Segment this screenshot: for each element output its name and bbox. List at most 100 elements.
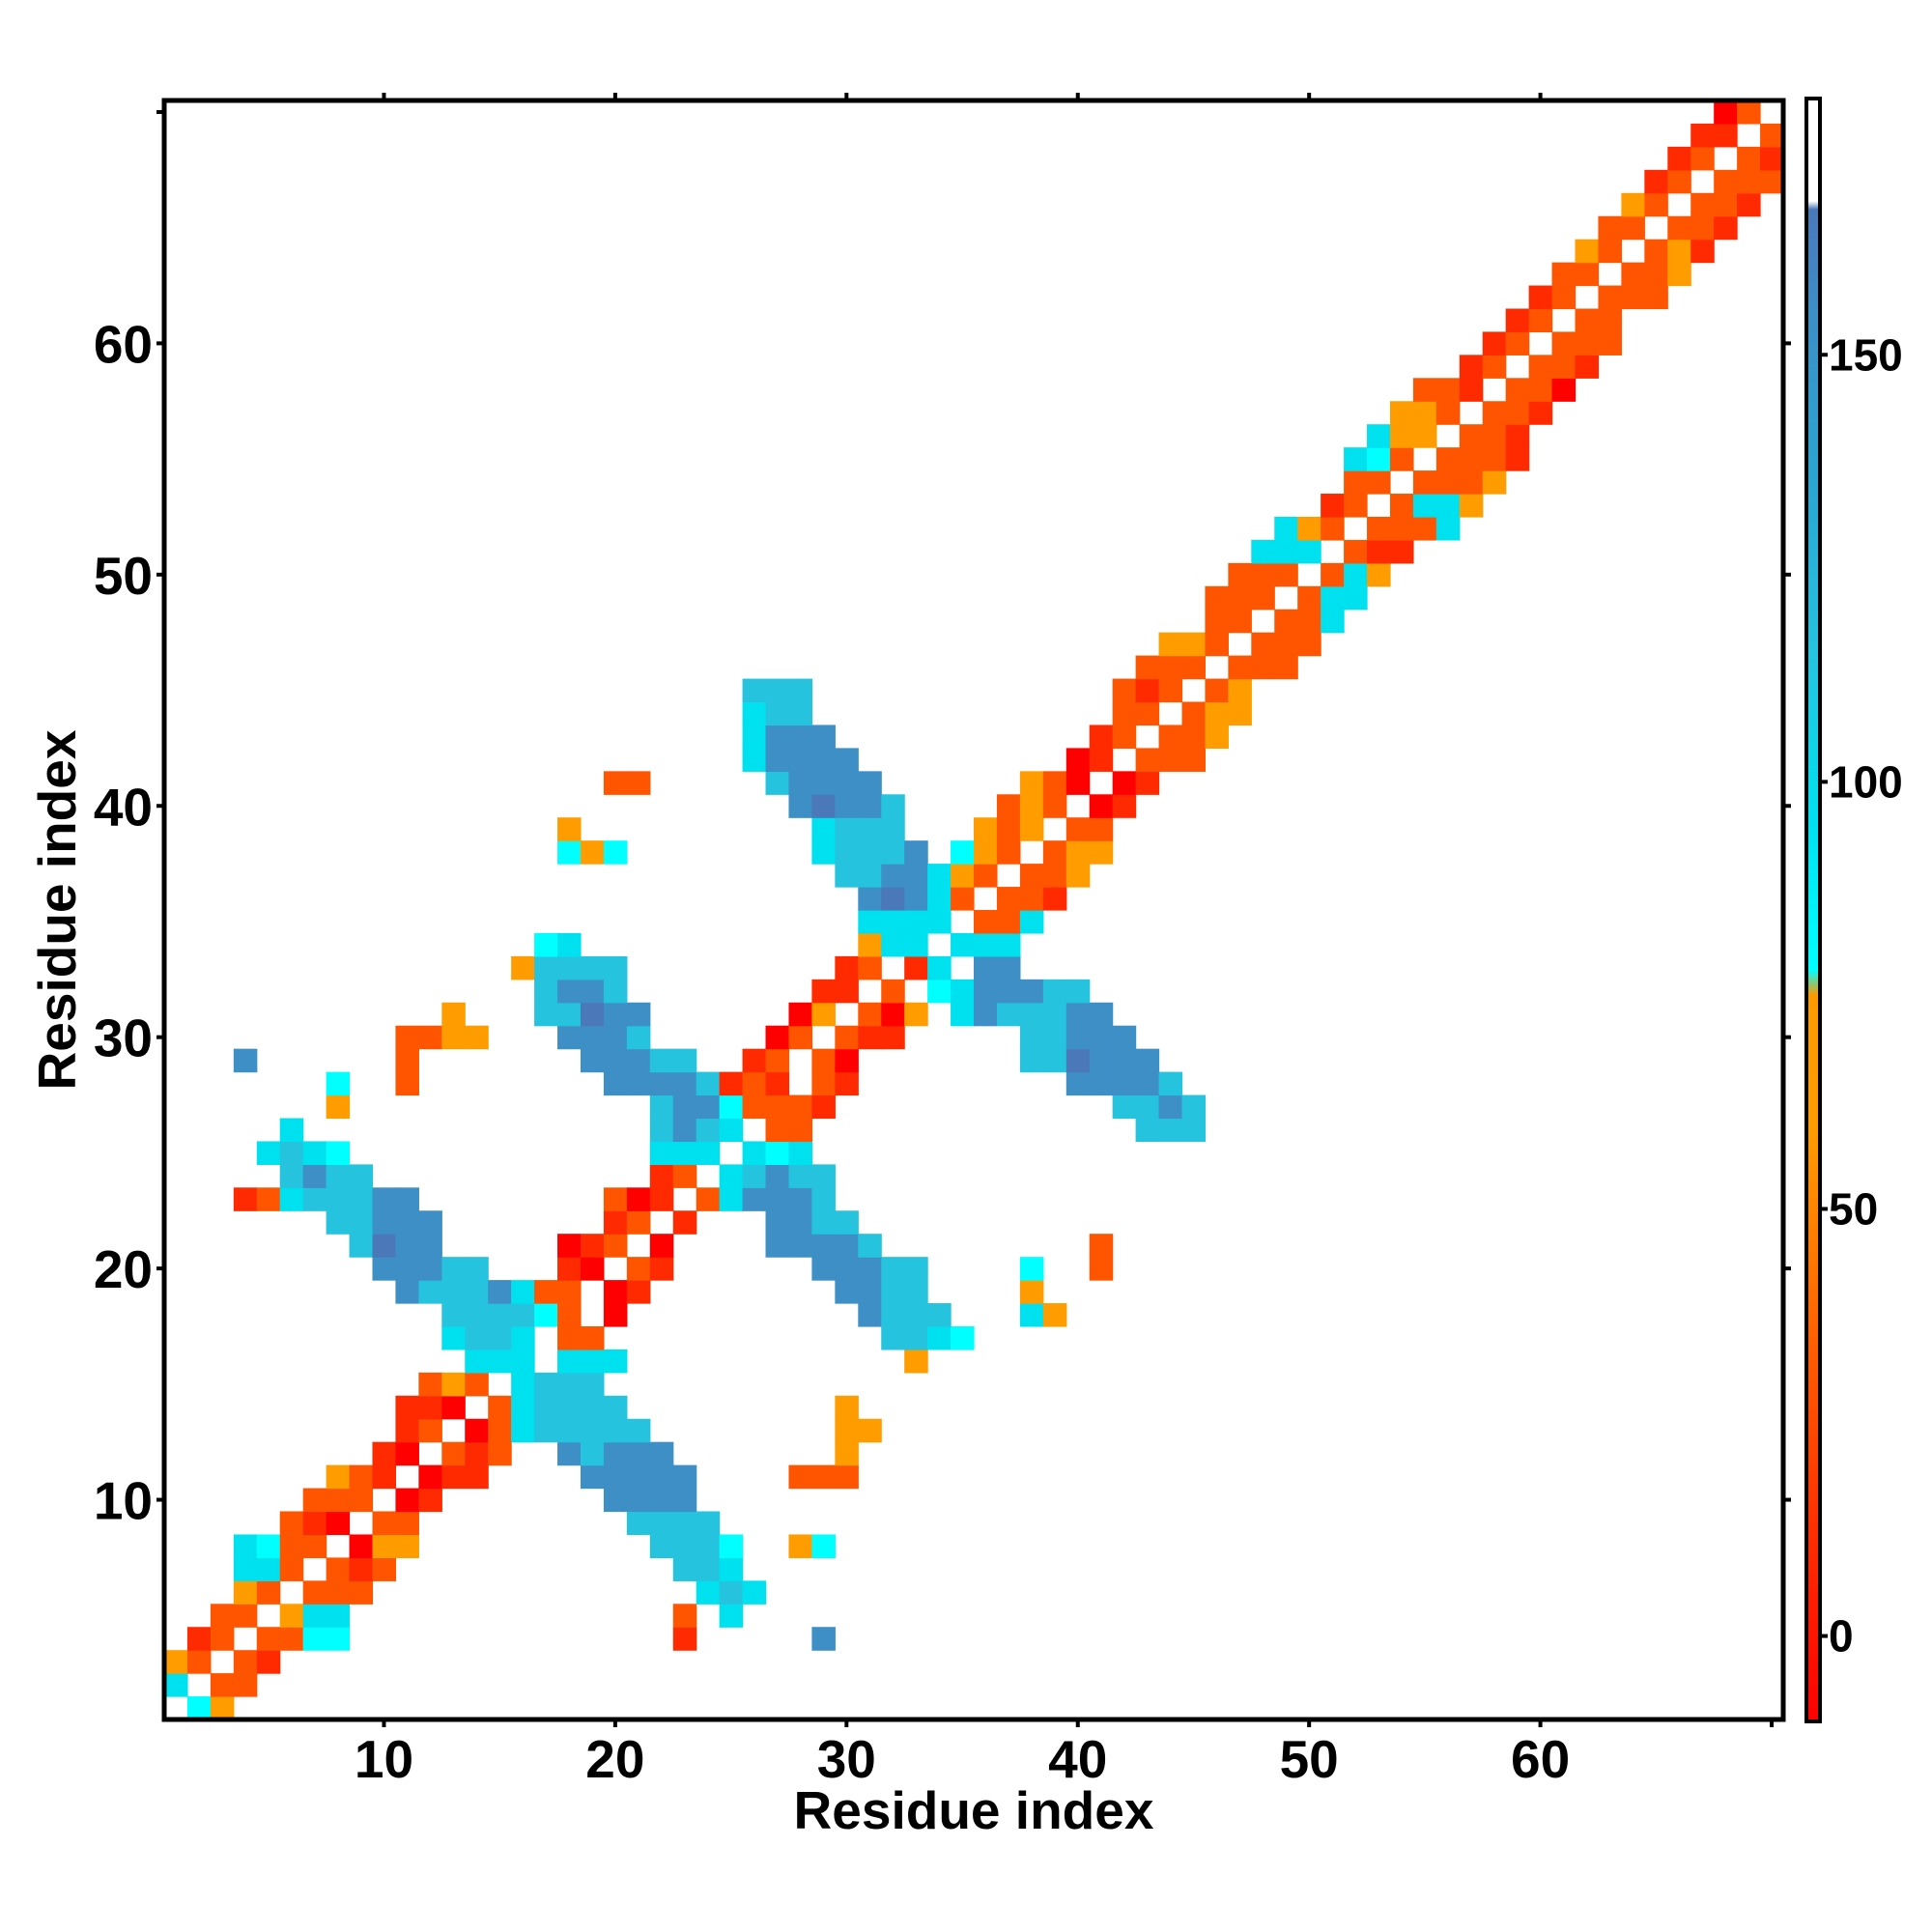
heatmap-cell — [1112, 678, 1137, 703]
heatmap-cell — [395, 1187, 419, 1211]
heatmap-cell — [1714, 215, 1738, 241]
heatmap-cell — [1344, 470, 1368, 495]
heatmap-cell — [465, 1349, 489, 1374]
heatmap-cell — [858, 1234, 882, 1258]
heatmap-cell — [1321, 562, 1345, 587]
heatmap-cell — [904, 1303, 928, 1327]
heatmap-cell — [511, 1395, 535, 1420]
x-tick-label: 50 — [1280, 1729, 1339, 1789]
heatmap-cell — [580, 1418, 605, 1443]
heatmap-cell — [302, 1580, 327, 1605]
heatmap-cell — [603, 771, 628, 795]
heatmap-cell — [395, 1441, 419, 1466]
heatmap-cell — [835, 1395, 859, 1420]
heatmap-cell — [1205, 724, 1229, 749]
heatmap-cell — [233, 1673, 258, 1697]
heatmap-cell — [395, 1280, 419, 1304]
heatmap-cell — [1065, 840, 1091, 865]
heatmap-cell — [811, 1534, 836, 1558]
heatmap-cell — [372, 1534, 397, 1558]
heatmap-cell — [326, 1604, 351, 1628]
heatmap-cell — [626, 1187, 651, 1211]
heatmap-cell — [326, 1557, 351, 1581]
heatmap-cell — [904, 887, 928, 911]
heatmap-cell — [1158, 1071, 1183, 1096]
heatmap-cell — [626, 1002, 651, 1027]
heatmap-cell — [626, 1210, 651, 1235]
heatmap-cell — [279, 1187, 304, 1211]
heatmap-cell — [649, 1187, 674, 1211]
heatmap-cell — [1042, 864, 1067, 888]
heatmap-cell — [881, 932, 905, 957]
heatmap-cell — [696, 1511, 721, 1536]
heatmap-cell — [1389, 447, 1414, 471]
heatmap-cell — [465, 1025, 489, 1050]
heatmap-cell — [788, 1118, 812, 1143]
heatmap-cell — [1042, 840, 1067, 865]
heatmap-cell — [1528, 355, 1553, 379]
heatmap-cell — [1181, 1094, 1207, 1120]
heatmap-cell — [672, 1048, 697, 1073]
heatmap-cell — [626, 1280, 651, 1304]
heatmap-cell — [1690, 239, 1715, 264]
heatmap-cell — [881, 1025, 905, 1050]
heatmap-cell — [1112, 771, 1137, 795]
heatmap-cell — [580, 979, 605, 1004]
heatmap-cell — [1042, 1025, 1067, 1050]
heatmap-cell — [1158, 632, 1183, 657]
heatmap-cell — [719, 1071, 744, 1096]
heatmap-cell — [1019, 910, 1044, 934]
heatmap-cell — [1181, 632, 1207, 657]
heatmap-cell — [488, 1349, 512, 1374]
heatmap-cell — [649, 1441, 674, 1466]
heatmap-cell — [441, 1025, 466, 1050]
heatmap-cell — [626, 1464, 651, 1490]
heatmap-cell — [349, 1557, 374, 1581]
heatmap-cell — [649, 1257, 674, 1281]
heatmap-cell — [719, 1604, 744, 1628]
heatmap-cell — [1760, 123, 1784, 148]
heatmap-cell — [951, 840, 975, 865]
colorbar: 0 50 100 150 — [1804, 97, 1903, 1723]
heatmap-cell — [534, 1418, 558, 1443]
heatmap-cell — [696, 1187, 721, 1211]
heatmap-cell — [996, 910, 1021, 934]
heatmap-cell — [1482, 355, 1507, 379]
heatmap-cell — [557, 1349, 582, 1374]
heatmap-cell — [1065, 1071, 1091, 1096]
heatmap-cell — [1412, 470, 1437, 495]
heatmap-cell — [1482, 401, 1507, 425]
heatmap-cell — [1435, 401, 1461, 425]
heatmap-cell — [974, 1002, 998, 1027]
heatmap-cell — [372, 1441, 397, 1466]
heatmap-cell — [1344, 447, 1368, 471]
heatmap-cell — [465, 1280, 489, 1304]
heatmap-cell — [534, 1280, 558, 1304]
heatmap-cell — [1389, 539, 1414, 564]
heatmap-cell — [302, 1488, 327, 1513]
heatmap-cell — [1412, 401, 1437, 425]
heatmap-cell — [1181, 724, 1207, 749]
heatmap-cell — [1205, 632, 1229, 657]
colorbar-tick-label: 100 — [1829, 756, 1903, 807]
heatmap-cell — [1251, 585, 1275, 611]
heatmap-cell — [603, 1002, 628, 1027]
heatmap-cell — [1321, 516, 1345, 541]
heatmap-cell — [1389, 494, 1414, 518]
heatmap-cell — [395, 1257, 419, 1281]
heatmap-cell — [1528, 401, 1553, 425]
heatmap-cell — [488, 1395, 512, 1420]
heatmap-cell — [1459, 355, 1484, 379]
heatmap-cell — [672, 1511, 697, 1536]
colorbar-ticks: 0 50 100 150 — [1820, 329, 1903, 1662]
heatmap-cell — [1228, 609, 1252, 634]
heatmap-cell — [1551, 331, 1577, 355]
heatmap-cell — [256, 1557, 281, 1581]
colorbar-tick-label: 0 — [1829, 1611, 1854, 1662]
heatmap-cell — [696, 1141, 721, 1165]
heatmap-cell — [626, 1071, 651, 1096]
heatmap-cell — [1065, 1025, 1091, 1050]
heatmap-cell — [974, 979, 998, 1004]
heatmap-cell — [395, 1534, 419, 1558]
heatmap-cell — [765, 1210, 790, 1235]
